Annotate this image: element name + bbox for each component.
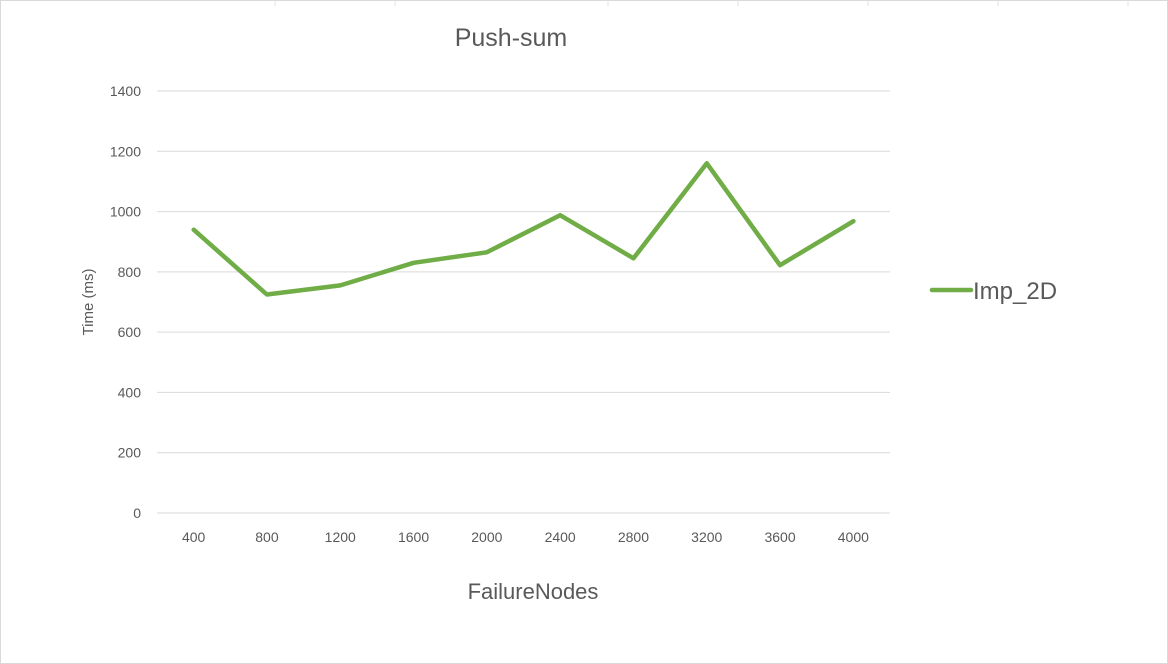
x-tick-label: 2800 [618, 529, 649, 545]
x-tick-label: 1200 [325, 529, 356, 545]
legend: Imp_2D [929, 278, 1057, 305]
y-tick-label: 0 [133, 505, 141, 521]
chart-title: Push-sum [455, 24, 568, 52]
data-point [265, 292, 269, 296]
x-tick-label: 2400 [545, 529, 576, 545]
x-tick-label: 3600 [764, 529, 795, 545]
y-tick-label: 1200 [110, 143, 141, 159]
gridlines [157, 90, 890, 514]
series-lines [191, 161, 856, 297]
x-tick-label: 400 [182, 529, 206, 545]
data-point [192, 228, 196, 232]
series-line-0 [191, 161, 856, 297]
data-point [412, 261, 416, 265]
legend-label: Imp_2D [973, 278, 1057, 305]
data-point [778, 263, 782, 267]
x-tick-label: 4000 [838, 529, 869, 545]
data-point [485, 250, 489, 254]
data-point [705, 161, 709, 165]
top-separators [274, 0, 1129, 6]
x-tick-label: 1600 [398, 529, 429, 545]
data-point [631, 256, 635, 260]
y-tick-label: 600 [118, 324, 142, 340]
y-tick-label: 1000 [110, 204, 141, 220]
x-axis-title: FailureNodes [468, 579, 599, 604]
y-tick-label: 200 [118, 445, 142, 461]
x-tick-label: 800 [255, 529, 279, 545]
x-axis-ticks: 400 800 1200 1600 2000 2400 2800 3200 3600 4000 [182, 529, 869, 545]
y-tick-label: 1400 [110, 83, 141, 99]
y-axis-title: Time (ms) [80, 269, 97, 336]
x-tick-label: 3200 [691, 529, 722, 545]
y-tick-label: 800 [118, 264, 142, 280]
data-point [851, 219, 855, 223]
y-axis-ticks: 0 200 400 600 800 1000 1200 1400 [110, 83, 141, 521]
x-tick-label: 2000 [471, 529, 502, 545]
data-point [558, 213, 562, 217]
data-point [338, 283, 342, 287]
y-tick-label: 400 [118, 384, 142, 400]
